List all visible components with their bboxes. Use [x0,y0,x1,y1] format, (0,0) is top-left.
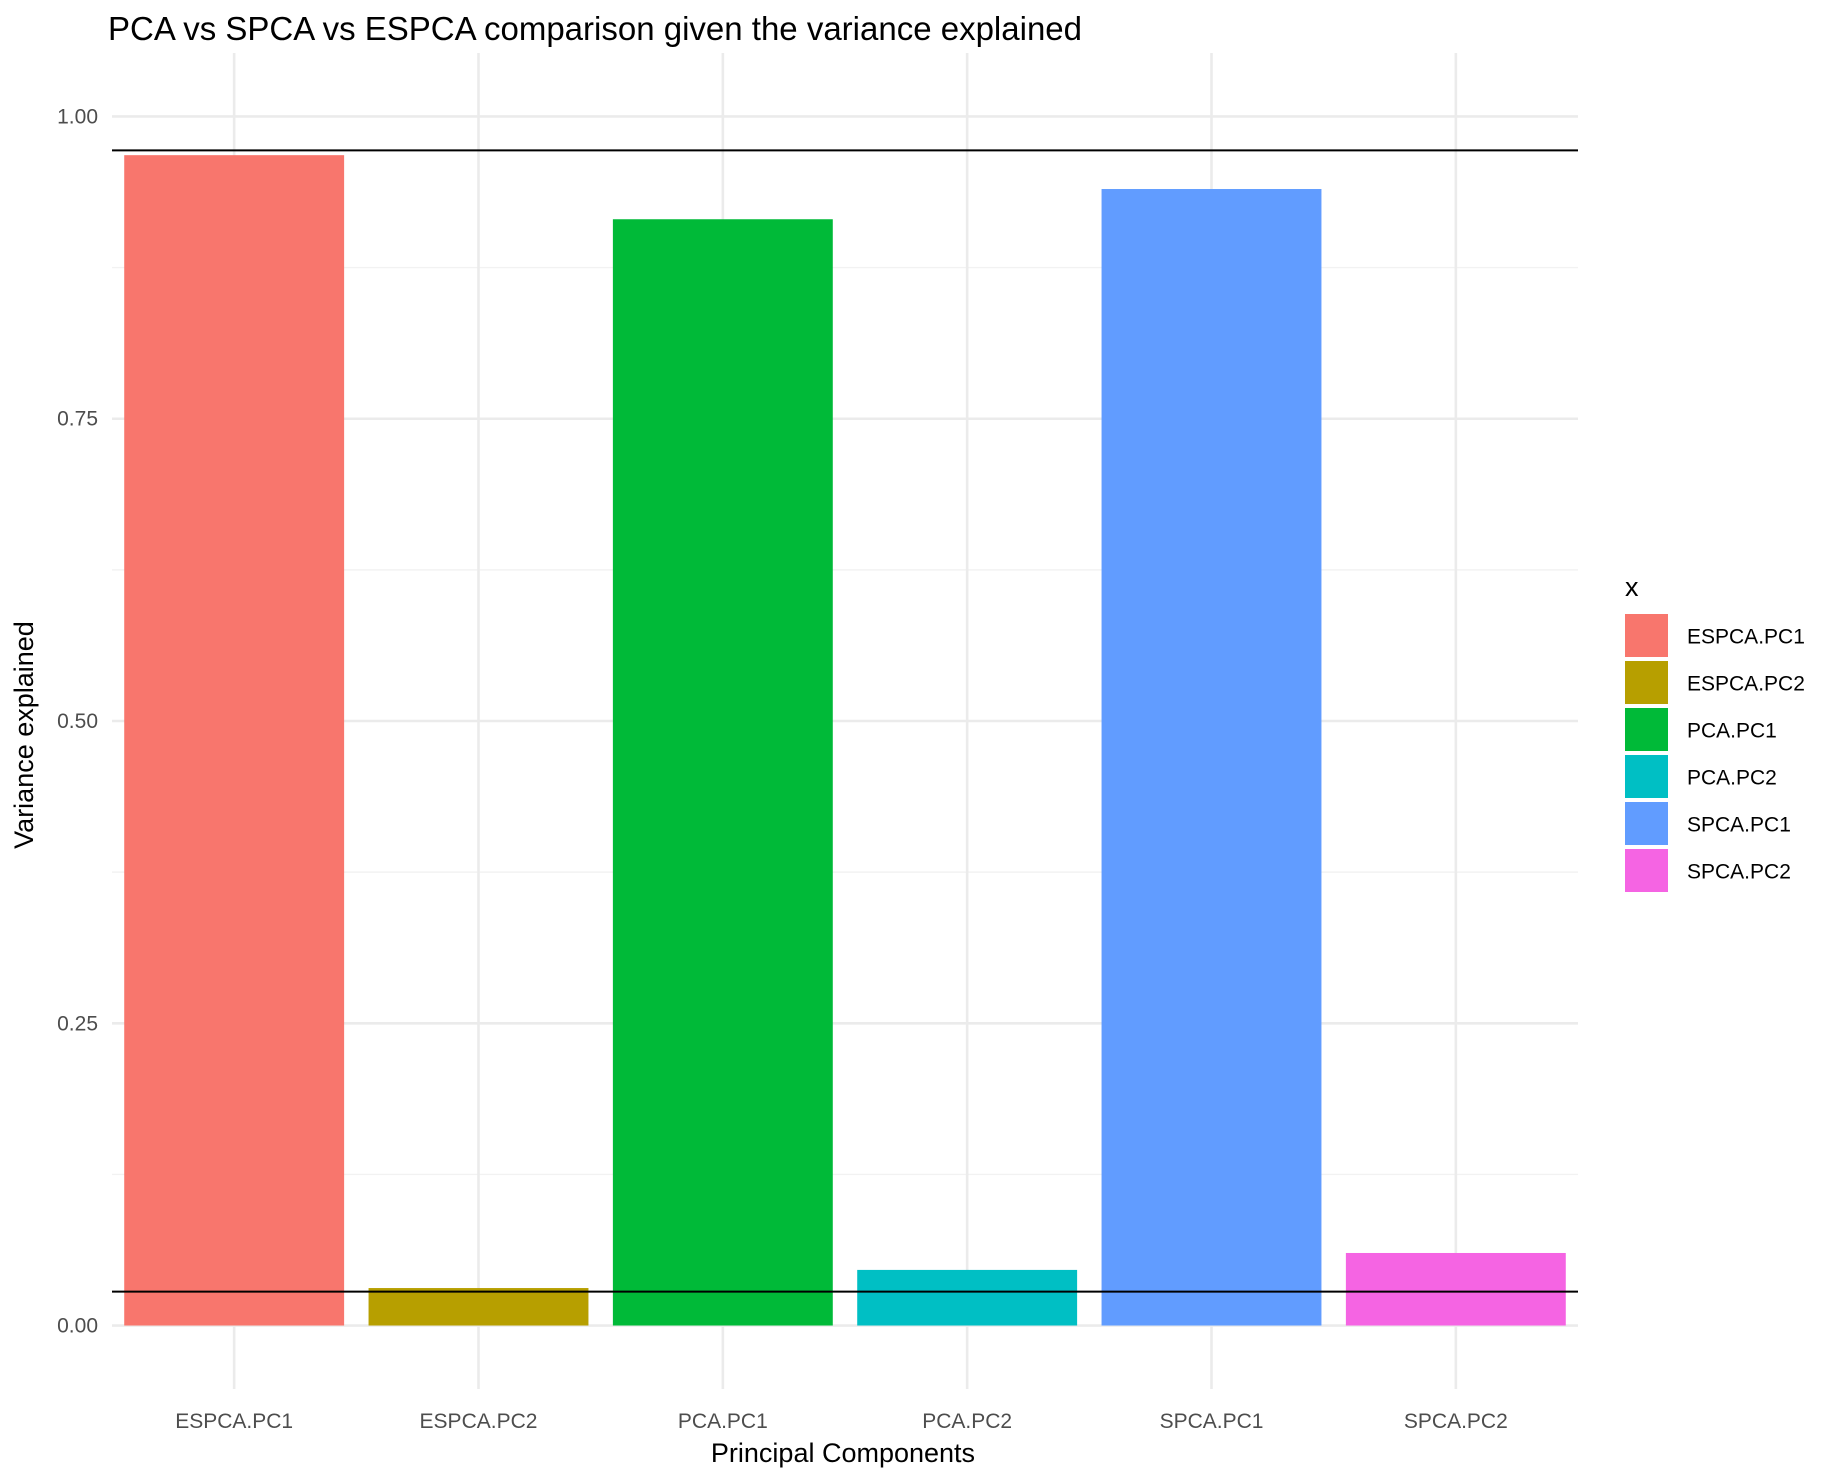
y-axis-title: Variance explained [9,621,39,849]
bar-spca-pc2 [1345,1252,1566,1326]
legend-key [1625,849,1668,892]
y-tick-label: 1.00 [57,105,98,128]
x-tick-label: SPCA.PC1 [1160,1410,1264,1433]
bar-pca-pc1 [612,219,833,1326]
legend-key [1625,661,1668,704]
bars [124,155,1566,1326]
bar-espca-pc1 [124,155,345,1326]
y-axis-ticks: 0.00 0.25 0.50 0.75 1.00 [57,105,98,1337]
y-tick-label: 0.00 [57,1315,98,1338]
legend-key [1625,614,1668,657]
legend-label: PCA.PC1 [1687,720,1777,743]
chart-title: PCA vs SPCA vs ESPCA comparison given th… [108,10,1082,47]
legend: x ESPCA.PC1 ESPCA.PC2 PCA.PC1 PCA.PC2 SPCA.P… [1625,572,1805,892]
bar-spca-pc1 [1101,189,1322,1326]
x-tick-label: ESPCA.PC2 [420,1410,538,1433]
y-tick-label: 0.50 [57,710,98,733]
y-tick-label: 0.75 [57,408,98,431]
x-tick-label: PCA.PC1 [678,1410,768,1433]
x-tick-label: PCA.PC2 [922,1410,1012,1433]
legend-key [1625,708,1668,751]
x-axis-title: Principal Components [711,1438,975,1468]
legend-label: PCA.PC2 [1687,767,1777,790]
x-tick-label: ESPCA.PC1 [175,1410,293,1433]
legend-label: ESPCA.PC2 [1687,673,1805,696]
legend-title: x [1625,572,1639,602]
legend-label: SPCA.PC1 [1687,814,1791,837]
bar-espca-pc2 [368,1288,589,1326]
legend-items: ESPCA.PC1 ESPCA.PC2 PCA.PC1 PCA.PC2 SPCA.PC1… [1625,614,1805,892]
legend-key [1625,755,1668,798]
legend-label: SPCA.PC2 [1687,861,1791,884]
x-tick-label: SPCA.PC2 [1404,1410,1508,1433]
legend-label: ESPCA.PC1 [1687,626,1805,649]
legend-key [1625,802,1668,845]
y-tick-label: 0.25 [57,1012,98,1035]
reference-lines [112,149,1578,1293]
x-axis-ticks: ESPCA.PC1 ESPCA.PC2 PCA.PC1 PCA.PC2 SPCA.PC1… [175,1410,1508,1433]
bar-pca-pc2 [857,1269,1078,1326]
